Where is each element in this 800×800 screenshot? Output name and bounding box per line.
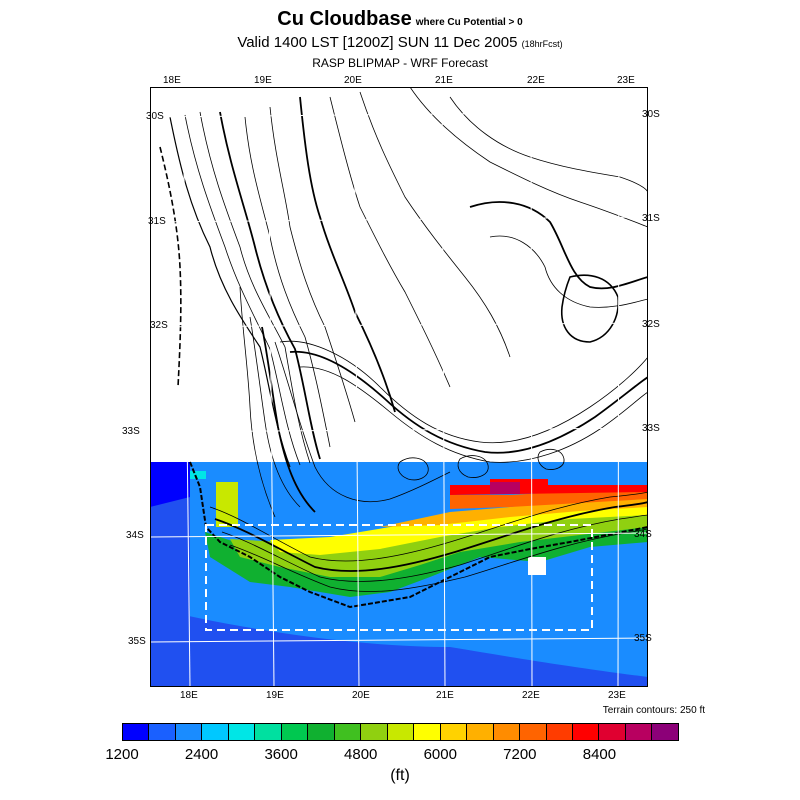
colorbar-swatch: [493, 724, 521, 740]
title-qualifier: where Cu Potential > 0: [415, 17, 523, 28]
colorbar-tick-2: 3600: [264, 746, 298, 763]
fill-lime: [230, 515, 648, 577]
model-label: RASP BLIPMAP - WRF Forecast: [312, 56, 488, 70]
valid-time: Valid 1400 LST [1200Z] SUN 11 Dec 2005 (…: [0, 34, 800, 51]
colorbar-swatch: [228, 724, 256, 740]
map-canvas: [150, 87, 648, 687]
colorbar: [122, 723, 679, 741]
forecast-hours: (18hrFcst): [521, 39, 563, 49]
lat-label-left-4: 34S: [126, 530, 144, 541]
fill-orange: [380, 497, 648, 527]
colorbar-swatch: [440, 724, 468, 740]
ocean-shallow-nw: [150, 462, 190, 507]
colorbar-tick-5: 7200: [503, 746, 537, 763]
lat-label-left-1: 31S: [148, 216, 166, 227]
colorbar-units: (ft): [390, 767, 410, 784]
colorbar-swatch: [572, 724, 600, 740]
inner-domain-box: [205, 524, 593, 631]
title-main: Cu Cloudbase: [277, 8, 412, 30]
lon-label-bottom-5: 23E: [608, 690, 626, 701]
colorbar-tick-3: 4800: [344, 746, 378, 763]
colorbar-swatch: [467, 724, 494, 740]
fill-maroon: [490, 482, 520, 494]
colorbar-swatch: [387, 724, 415, 740]
colorbar-swatch: [334, 724, 362, 740]
colorbar-swatch: [361, 724, 388, 740]
forecast-map: [150, 87, 648, 687]
fill-yellow: [270, 505, 648, 555]
lon-label-top-1: 19E: [254, 75, 272, 86]
colorbar-tick-6: 8400: [582, 746, 617, 763]
lon-label-bottom-2: 20E: [352, 690, 370, 701]
lon-label-top-3: 21E: [435, 75, 453, 86]
lon-label-top-0: 18E: [163, 75, 181, 86]
colorbar-swatch: [175, 724, 203, 740]
colorbar-swatch: [546, 724, 573, 740]
colorbar-swatch: [625, 724, 653, 740]
colorbar-swatch: [202, 724, 229, 740]
lat-label-right-1: 31S: [642, 213, 660, 224]
colorbar-tick-4: 6000: [423, 746, 457, 763]
lat-label-left-5: 35S: [128, 636, 146, 647]
lat-lon-grid: [150, 87, 648, 687]
colorbar-swatch: [255, 724, 282, 740]
colorbar-swatch: [308, 724, 335, 740]
map-border: [150, 87, 648, 687]
lat-label-left-2: 32S: [150, 320, 168, 331]
colorbar-swatch: [414, 724, 441, 740]
colorbar-swatch: [281, 724, 309, 740]
colorbar-swatch: [652, 724, 678, 740]
lat-label-right-0: 30S: [642, 109, 660, 120]
lon-label-bottom-0: 18E: [180, 690, 198, 701]
fill-redorange: [450, 489, 648, 509]
lat-label-right-3: 33S: [642, 423, 660, 434]
colorbar-tick-0: 1200: [105, 746, 139, 763]
lat-label-right-4: 34S: [634, 529, 652, 540]
colorbar-swatch: [520, 724, 547, 740]
colorbar-tick-1: 2400: [184, 746, 219, 763]
ocean-deep-south: [150, 607, 648, 687]
colorbar-swatch: [599, 724, 626, 740]
terrain-note: Terrain contours: 250 ft: [602, 705, 705, 716]
lon-label-bottom-1: 19E: [266, 690, 284, 701]
lon-label-top-5: 23E: [617, 75, 635, 86]
lon-label-bottom-4: 22E: [522, 690, 540, 701]
lat-label-left-3: 33S: [122, 426, 140, 437]
colorbar-swatch: [149, 724, 176, 740]
chart-title: Cu Cloudbase where Cu Potential > 0: [0, 8, 800, 31]
lat-label-left-0: 30S: [146, 111, 164, 122]
fill-aqua-west: [190, 471, 206, 479]
land-gap: [528, 557, 546, 575]
valid-time-text: Valid 1400 LST [1200Z] SUN 11 Dec 2005: [237, 34, 518, 51]
lon-label-top-4: 22E: [527, 75, 545, 86]
lon-label-top-2: 20E: [344, 75, 362, 86]
colorbar-swatch: [123, 724, 150, 740]
terrain-contours: [159, 87, 648, 592]
lat-label-right-2: 32S: [642, 319, 660, 330]
lat-label-right-5: 35S: [634, 633, 652, 644]
coastline: [189, 461, 648, 609]
lon-label-bottom-3: 21E: [436, 690, 454, 701]
